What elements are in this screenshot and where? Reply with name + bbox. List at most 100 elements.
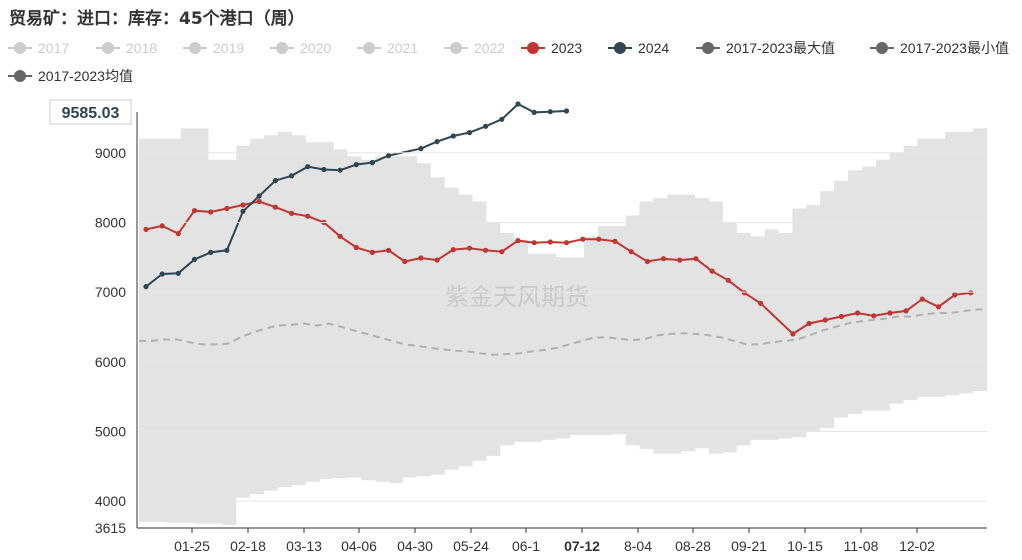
legend-item-2024[interactable]: 2024 — [608, 40, 669, 56]
data-point-2023[interactable] — [580, 236, 586, 242]
data-point-2024[interactable] — [191, 256, 198, 262]
data-point-2024[interactable] — [289, 173, 295, 179]
data-point-2023[interactable] — [919, 296, 925, 302]
legend-label: 2024 — [638, 40, 669, 56]
data-point-2023[interactable] — [547, 239, 553, 245]
data-point-2024[interactable] — [483, 123, 489, 129]
chart-title: 贸易矿：进口：库存：45个港口（周） — [9, 9, 305, 29]
data-point-2023[interactable] — [660, 256, 667, 262]
data-point-2024[interactable] — [563, 108, 570, 114]
data-point-2024[interactable] — [418, 146, 424, 152]
data-point-2023[interactable] — [741, 290, 748, 296]
legend-label: 2019 — [213, 40, 244, 56]
legend-item-2017[interactable]: 2017 — [8, 40, 69, 56]
data-point-2023[interactable] — [337, 233, 343, 239]
data-point-2023[interactable] — [838, 313, 845, 320]
data-point-2023[interactable] — [644, 258, 651, 265]
data-point-2024[interactable] — [466, 130, 473, 136]
data-point-2023[interactable] — [353, 244, 359, 251]
data-point-2023[interactable] — [191, 208, 198, 214]
data-point-2023[interactable] — [386, 247, 392, 253]
data-point-2023[interactable] — [466, 245, 473, 251]
data-point-2023[interactable] — [596, 236, 602, 242]
data-point-2024[interactable] — [515, 101, 521, 107]
legend-item-2017-2023均值[interactable]: 2017-2023均值 — [8, 68, 133, 84]
data-point-2024[interactable] — [256, 193, 262, 199]
axis-pointer-y-box — [49, 99, 132, 125]
plot-area: 紫金天风期货 — [139, 101, 987, 525]
data-point-2024[interactable] — [208, 249, 214, 255]
data-point-2023[interactable] — [369, 249, 375, 255]
legend-item-2017-2023最小值[interactable]: 2017-2023最小值 — [870, 40, 1009, 56]
data-point-2024[interactable] — [159, 271, 165, 277]
data-point-2023[interactable] — [450, 247, 456, 253]
legend[interactable]: 2017 2018 2019 2020 2021 2022 2023 2024 2017-202… — [8, 40, 1009, 84]
y-tick-label: 9000 — [95, 145, 126, 161]
data-point-2023[interactable] — [790, 331, 796, 337]
data-point-2024[interactable] — [321, 166, 327, 173]
data-point-2024[interactable] — [143, 284, 149, 290]
data-point-2023[interactable] — [903, 308, 909, 314]
legend-item-2022[interactable]: 2022 — [444, 40, 505, 56]
data-point-2024[interactable] — [386, 153, 392, 159]
data-point-2023[interactable] — [434, 257, 440, 263]
data-point-2023[interactable] — [822, 317, 828, 323]
data-point-2023[interactable] — [725, 277, 731, 283]
data-point-2024[interactable] — [240, 208, 246, 214]
data-point-2024[interactable] — [499, 116, 505, 122]
data-point-2023[interactable] — [175, 231, 181, 237]
legend-marker — [363, 42, 375, 54]
data-point-2023[interactable] — [935, 304, 942, 310]
data-point-2023[interactable] — [531, 240, 537, 246]
data-point-2023[interactable] — [208, 209, 214, 215]
data-point-2023[interactable] — [402, 258, 408, 265]
data-point-2023[interactable] — [612, 238, 618, 244]
data-point-2023[interactable] — [483, 247, 489, 253]
data-point-2023[interactable] — [871, 313, 877, 319]
data-point-2023[interactable] — [563, 240, 570, 246]
legend-item-2019[interactable]: 2019 — [183, 40, 244, 56]
data-point-2023[interactable] — [677, 257, 683, 263]
legend-item-2021[interactable]: 2021 — [357, 40, 418, 56]
data-point-2023[interactable] — [499, 249, 505, 255]
data-point-2023[interactable] — [305, 213, 311, 219]
data-point-2024[interactable] — [353, 162, 359, 168]
data-point-2023[interactable] — [952, 292, 958, 298]
data-point-2023[interactable] — [806, 320, 812, 327]
legend-item-2017-2023最大值[interactable]: 2017-2023最大值 — [696, 40, 835, 56]
data-point-2024[interactable] — [175, 270, 181, 276]
data-point-2023[interactable] — [289, 210, 295, 216]
data-point-2024[interactable] — [531, 109, 537, 115]
data-point-2024[interactable] — [337, 167, 343, 173]
data-point-2023[interactable] — [515, 238, 521, 244]
x-tick-label: 01-25 — [174, 538, 210, 554]
data-point-2023[interactable] — [418, 255, 424, 261]
data-point-2024[interactable] — [434, 139, 440, 145]
data-point-2023[interactable] — [758, 300, 764, 306]
data-point-2023[interactable] — [143, 226, 149, 232]
data-point-2024[interactable] — [272, 178, 278, 184]
legend-label: 2017-2023均值 — [38, 68, 133, 84]
data-point-2023[interactable] — [855, 310, 861, 316]
data-point-2023[interactable] — [887, 310, 893, 316]
data-point-2023[interactable] — [693, 256, 699, 262]
data-point-2024[interactable] — [450, 133, 456, 139]
data-point-2023[interactable] — [240, 202, 246, 208]
legend-item-2020[interactable]: 2020 — [270, 40, 331, 56]
data-point-2024[interactable] — [224, 247, 230, 253]
legend-item-2018[interactable]: 2018 — [96, 40, 157, 56]
data-point-2023[interactable] — [272, 204, 278, 210]
axis-pointer: 9585.03 — [49, 99, 132, 125]
data-point-2024[interactable] — [547, 109, 553, 115]
x-tick-label-highlight: 07-12 — [564, 538, 600, 554]
data-point-2024[interactable] — [369, 159, 375, 166]
data-point-2023[interactable] — [628, 249, 634, 255]
data-point-2023[interactable] — [224, 205, 230, 212]
data-point-2024[interactable] — [305, 164, 311, 170]
data-point-2023[interactable] — [256, 198, 262, 205]
legend-item-2023[interactable]: 2023 — [521, 40, 582, 56]
data-point-2023[interactable] — [709, 268, 715, 274]
data-point-2023[interactable] — [159, 223, 165, 229]
data-point-2023[interactable] — [968, 290, 974, 296]
